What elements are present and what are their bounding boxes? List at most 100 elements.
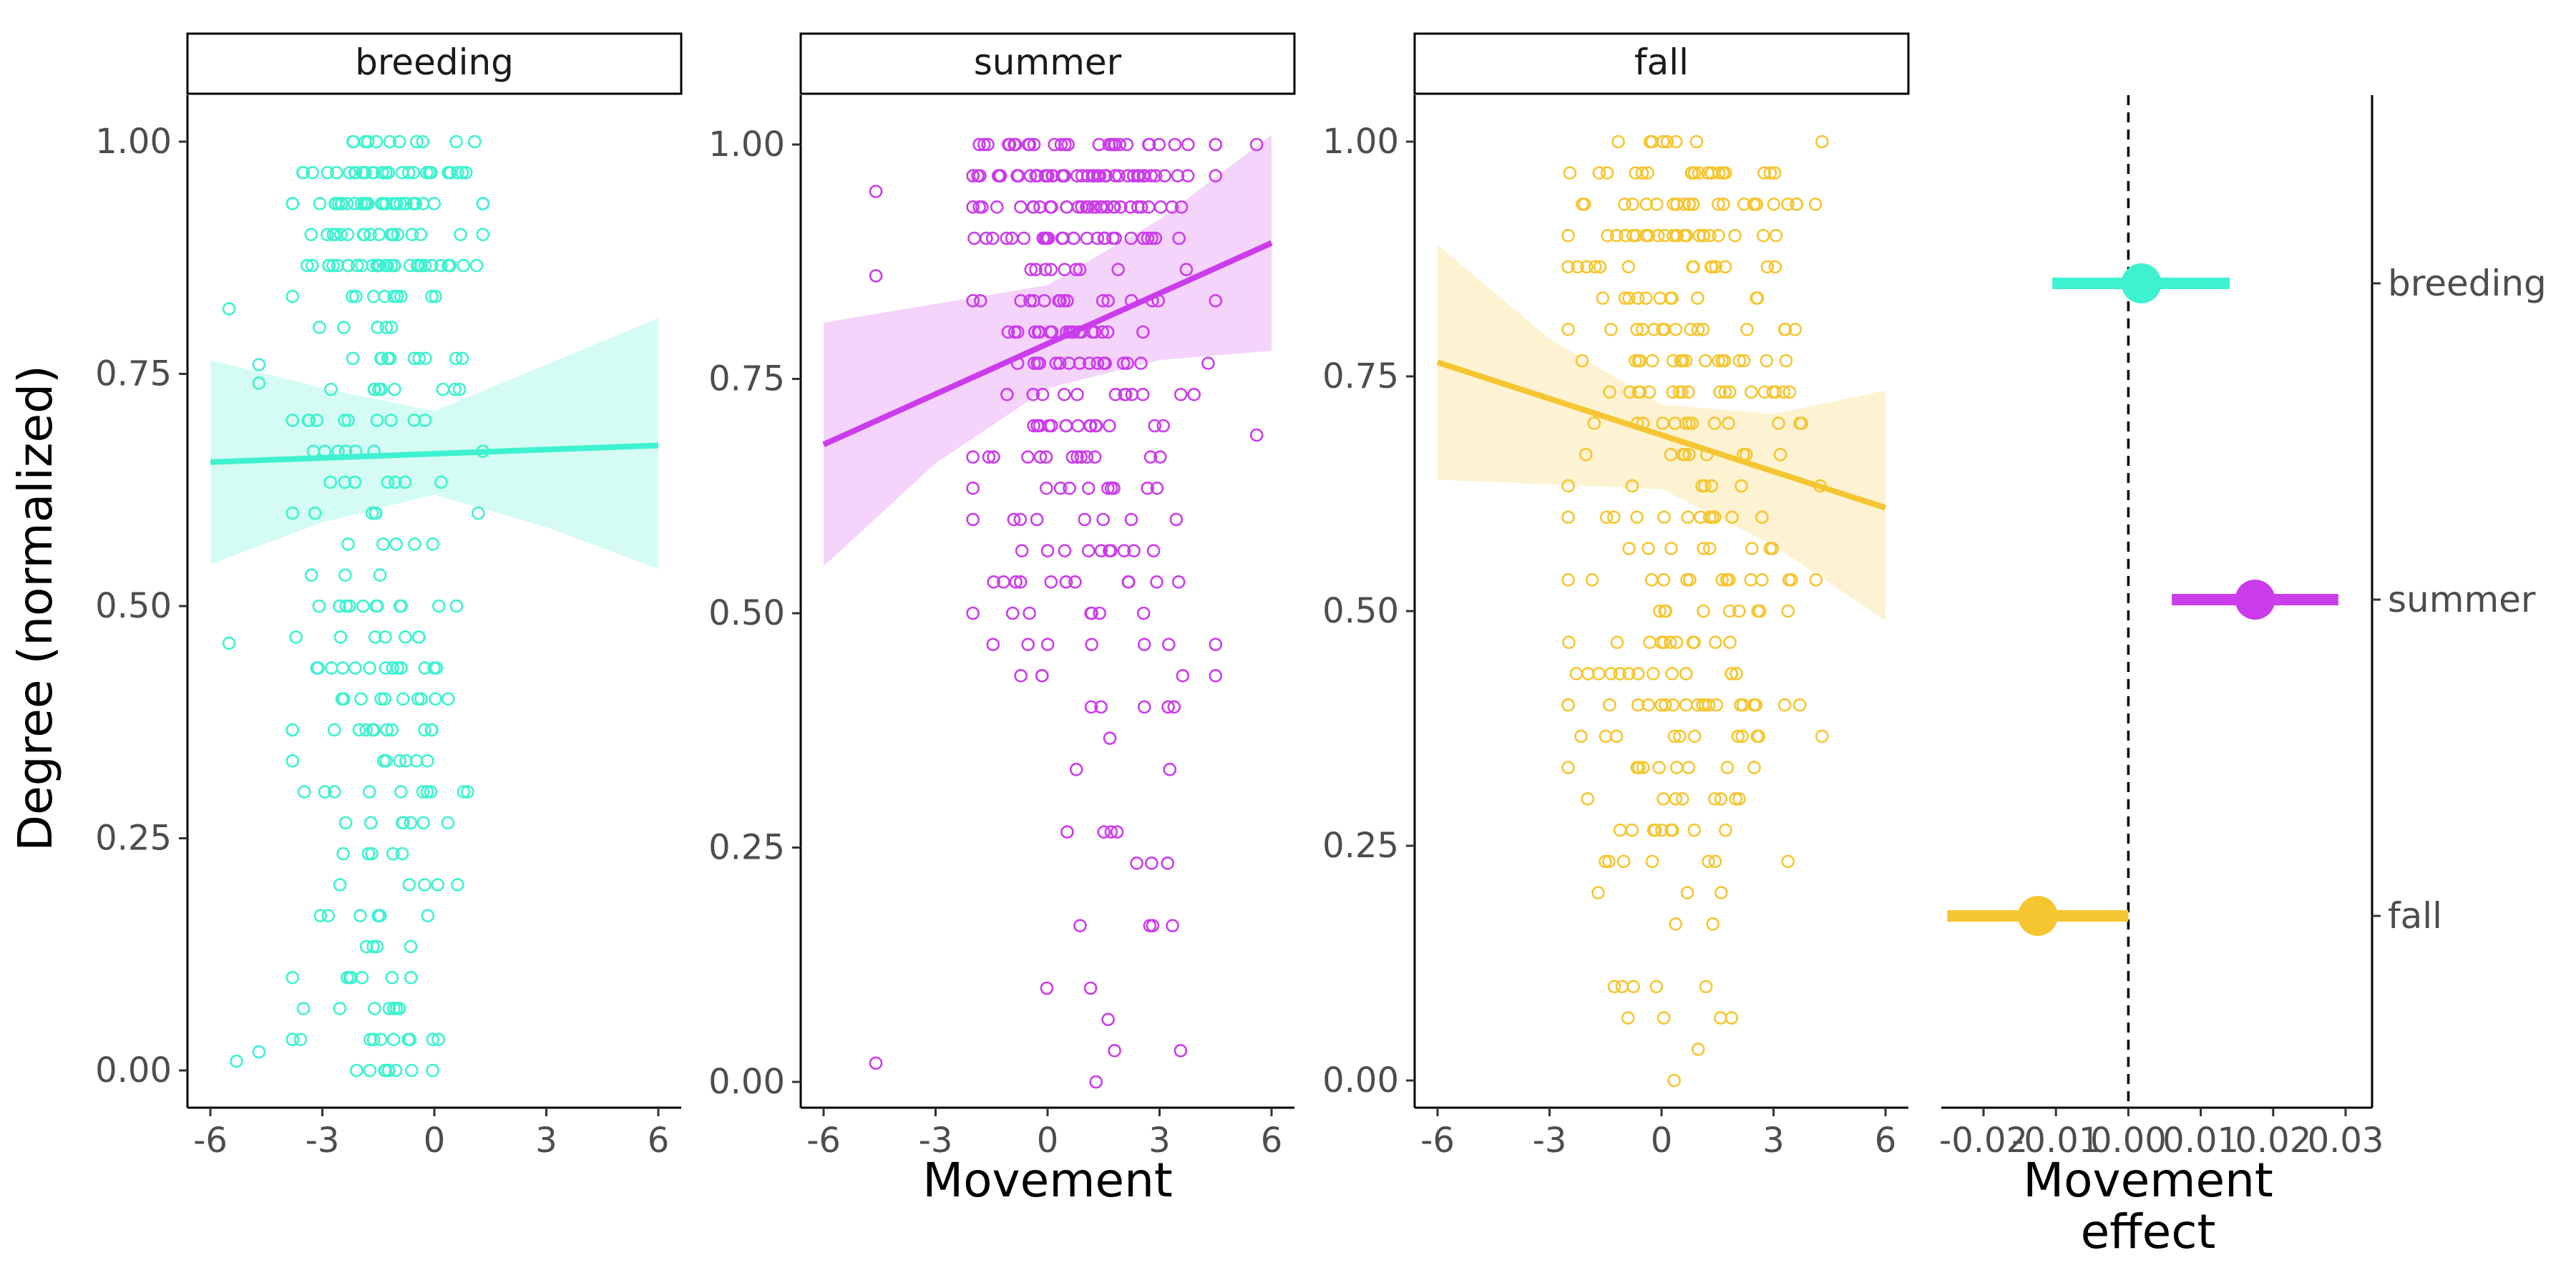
data-point [222, 636, 236, 650]
data-point [1657, 572, 1671, 587]
data-point [346, 290, 359, 303]
data-point [1616, 854, 1631, 869]
data-point [1146, 544, 1161, 557]
data-point [1641, 166, 1655, 180]
fit-line [210, 442, 659, 465]
data-point [1777, 323, 1792, 336]
data-point [1209, 137, 1223, 152]
data-point [1630, 510, 1644, 525]
data-point [296, 165, 310, 180]
data-point [1753, 604, 1767, 618]
data-point [389, 197, 404, 210]
data-point [320, 228, 334, 242]
data-point [1724, 1011, 1739, 1025]
data-point [1103, 731, 1117, 745]
data-point [326, 258, 340, 273]
data-point [356, 599, 370, 613]
data-point [1729, 667, 1744, 680]
data-point [1561, 572, 1575, 587]
data-point [346, 351, 360, 366]
data-point [1116, 356, 1131, 370]
effect-x-tick-label: 0.03 [2308, 1121, 2384, 1161]
data-point [1687, 635, 1701, 650]
data-point [1718, 385, 1732, 399]
data-point [406, 197, 420, 210]
data-point [1625, 479, 1639, 493]
data-point [1767, 166, 1782, 180]
data-point [1005, 231, 1019, 245]
data-point [1641, 228, 1656, 243]
data-point [980, 231, 993, 245]
data-point [1094, 700, 1108, 714]
data-point [471, 506, 485, 520]
data-point [379, 661, 393, 675]
data-point [426, 1033, 440, 1047]
data-point [1108, 388, 1123, 401]
data-point [1763, 166, 1777, 180]
data-point [321, 909, 335, 922]
data-point [1163, 763, 1177, 776]
data-point [1769, 228, 1783, 243]
data-point [286, 723, 300, 737]
data-point [286, 506, 300, 520]
data-point [338, 568, 352, 582]
data-point [1723, 635, 1737, 650]
data-point [1722, 572, 1736, 587]
data-point [1654, 635, 1669, 650]
data-point [230, 1054, 243, 1068]
data-point [1023, 606, 1036, 620]
data-point [1094, 200, 1108, 214]
data-point [1669, 135, 1683, 149]
data-point [344, 970, 358, 985]
data-point [419, 351, 432, 366]
data-point [364, 1033, 377, 1047]
data-point [1174, 1044, 1188, 1058]
data-point [404, 1063, 419, 1078]
data-point [1171, 169, 1185, 182]
data-point [1097, 231, 1111, 245]
x-tick-label: 3 [1148, 1121, 1171, 1161]
data-point [420, 785, 434, 799]
data-point [986, 638, 1000, 651]
data-point [355, 258, 369, 273]
data-point [364, 228, 377, 242]
x-tick-label: 3 [1762, 1121, 1785, 1161]
data-point [1655, 823, 1669, 837]
data-point [1581, 667, 1595, 680]
data-point [362, 785, 376, 799]
data-point [313, 197, 327, 210]
data-point [1657, 1011, 1671, 1025]
data-point [382, 1002, 396, 1015]
data-point [1697, 228, 1711, 243]
data-point [324, 661, 338, 675]
data-point [1699, 980, 1713, 994]
data-point [416, 135, 430, 149]
data-point [1158, 169, 1171, 182]
data-point [977, 137, 991, 152]
data-point [373, 568, 387, 582]
data-point [1023, 169, 1038, 182]
data-point [1630, 323, 1644, 336]
data-point [1017, 231, 1031, 245]
data-point [381, 165, 396, 180]
data-point [1060, 200, 1074, 214]
data-point [348, 475, 362, 489]
data-point [1165, 200, 1179, 214]
data-point [404, 816, 418, 830]
data-point [426, 1063, 439, 1078]
data-point [1083, 356, 1096, 370]
data-point [333, 878, 347, 892]
data-point [376, 537, 390, 551]
data-point [966, 169, 980, 182]
data-point [1120, 137, 1134, 152]
data-point [403, 258, 417, 273]
data-point [1682, 197, 1697, 211]
data-point [401, 165, 416, 180]
data-point [1561, 761, 1575, 774]
data-point [1641, 542, 1655, 555]
data-point [1718, 260, 1732, 274]
data-point [1080, 450, 1094, 464]
data-point [366, 1033, 381, 1047]
data-point [328, 785, 341, 799]
data-point [286, 414, 300, 427]
